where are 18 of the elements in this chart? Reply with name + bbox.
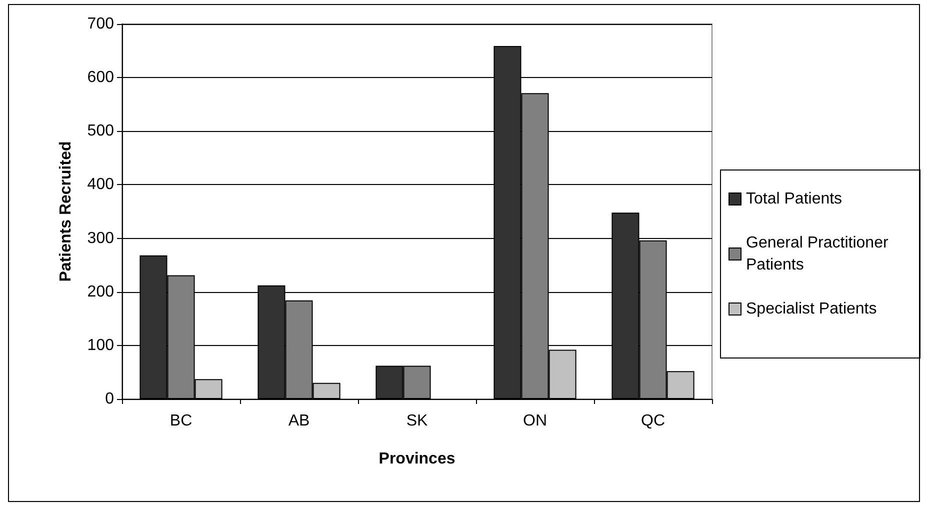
legend-label: Total Patients <box>746 190 842 208</box>
x-tick-label: BC <box>170 412 192 430</box>
y-tick-label: 200 <box>87 283 114 300</box>
legend-label: General Practitioner Patients <box>746 234 893 274</box>
y-tick-label: 500 <box>87 122 114 140</box>
y-tick-label: 300 <box>87 230 114 247</box>
y-tick-label: 0 <box>105 390 114 408</box>
y-tick-label: 100 <box>87 336 114 354</box>
y-tick-label: 400 <box>87 176 114 194</box>
y-tick-label: 700 <box>87 16 114 32</box>
x-tick-label: QC <box>641 412 665 430</box>
y-axis-title: Patients Recruited <box>58 141 74 282</box>
x-tick-label: ON <box>523 412 547 430</box>
x-tick-label: AB <box>288 412 310 430</box>
y-tick-label: 600 <box>87 69 114 86</box>
x-tick-label: SK <box>406 412 428 430</box>
x-axis-title: Provinces <box>378 450 456 468</box>
legend-label: Specialist Patients <box>746 300 877 318</box>
